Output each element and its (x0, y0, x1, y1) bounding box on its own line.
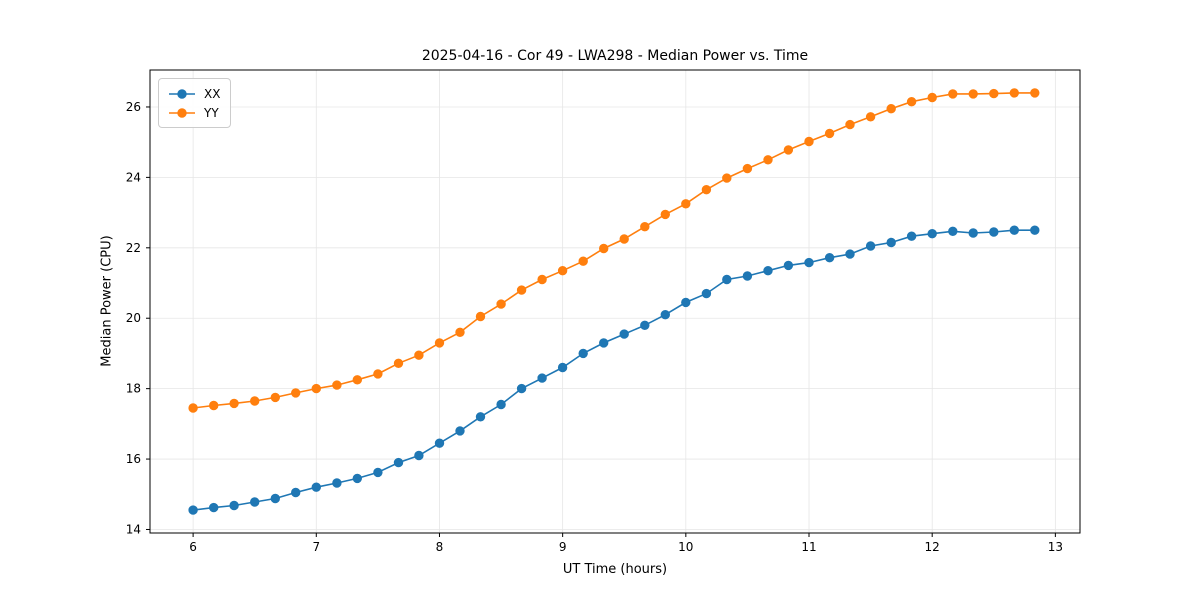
axes-frame (149, 69, 1081, 534)
x-tick-label: 11 (801, 540, 816, 554)
y-tick-label: 22 (126, 241, 141, 255)
legend-item-yy: YY (167, 103, 220, 122)
chart-title: 2025-04-16 - Cor 49 - LWA298 - Median Po… (421, 48, 809, 64)
grid (150, 70, 1080, 533)
y-tick-label: 20 (126, 311, 141, 325)
legend-label-xx: XX (204, 86, 221, 101)
x-tick-label: 13 (1048, 540, 1063, 554)
legend-line-xx-icon (169, 88, 195, 99)
legend: XX YY (158, 78, 232, 128)
tick-labels: 6 7 8 9 10 11 12 13 14 16 18 20 22 24 26 (126, 100, 1063, 554)
x-tick-label: 7 (312, 540, 320, 554)
x-tick-label: 6 (189, 540, 197, 554)
legend-label-yy: YY (204, 105, 219, 120)
legend-line-yy-icon (169, 107, 195, 118)
x-tick-label: 9 (559, 540, 567, 554)
y-tick-label: 14 (126, 522, 141, 536)
series-XX (188, 225, 1040, 515)
y-tick-label: 26 (126, 100, 141, 114)
y-axis-label: Median Power (CPU) (99, 235, 115, 367)
x-tick-label: 12 (925, 540, 940, 554)
series-YY (188, 88, 1040, 413)
x-tick-label: 8 (436, 540, 444, 554)
y-tick-label: 24 (126, 170, 141, 184)
legend-item-xx: XX (167, 84, 220, 103)
y-tick-label: 18 (126, 382, 141, 396)
x-axis-label: UT Time (hours) (562, 562, 668, 577)
x-tick-label: 10 (678, 540, 693, 554)
y-tick-label: 16 (126, 452, 141, 466)
